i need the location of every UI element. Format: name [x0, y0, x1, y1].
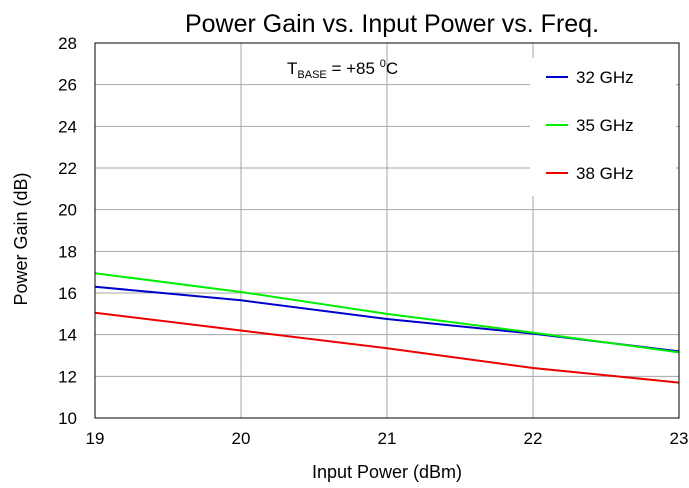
legend-label: 32 GHz: [576, 68, 634, 87]
annotation-superscript: 0: [380, 58, 386, 70]
y-tick-label: 12: [58, 367, 77, 386]
x-axis-label: Input Power (dBm): [312, 462, 462, 482]
annotation-subscript: BASE: [297, 69, 326, 81]
x-tick-label: 23: [670, 429, 689, 448]
x-tick-label: 19: [86, 429, 105, 448]
y-tick-label: 20: [58, 201, 77, 220]
x-tick-label: 22: [524, 429, 543, 448]
y-tick-label: 16: [58, 284, 77, 303]
series-line-38-ghz: [94, 311, 680, 384]
y-tick-label: 10: [58, 409, 77, 428]
chart-title: Power Gain vs. Input Power vs. Freq.: [185, 10, 599, 38]
annotation-suffix: C: [386, 59, 398, 78]
y-tick-label: 18: [58, 242, 77, 261]
x-tick-labels: 19 20 21 22 23: [86, 429, 689, 448]
y-axis-label: Power Gain (dB): [11, 172, 31, 305]
annotation-prefix: T: [287, 59, 297, 78]
temperature-annotation: TBASE = +85 0C: [287, 58, 398, 81]
y-tick-label: 22: [58, 159, 77, 178]
y-tick-label: 14: [58, 326, 77, 345]
series-line-35-ghz: [94, 272, 680, 354]
legend-label: 35 GHz: [576, 116, 634, 135]
y-tick-label: 28: [58, 34, 77, 53]
legend-label: 38 GHz: [576, 164, 634, 183]
y-tick-label: 24: [58, 117, 77, 136]
x-tick-label: 21: [378, 429, 397, 448]
plot-frame: [94, 42, 680, 419]
y-tick-labels: 10 12 14 16 18 20 22 24 26 28: [58, 34, 77, 428]
y-tick-label: 26: [58, 76, 77, 95]
series-group: [94, 272, 680, 384]
x-tick-label: 20: [232, 429, 251, 448]
legend: 32 GHz 35 GHz 38 GHz: [546, 68, 634, 183]
annotation-middle: = +85: [327, 59, 380, 78]
